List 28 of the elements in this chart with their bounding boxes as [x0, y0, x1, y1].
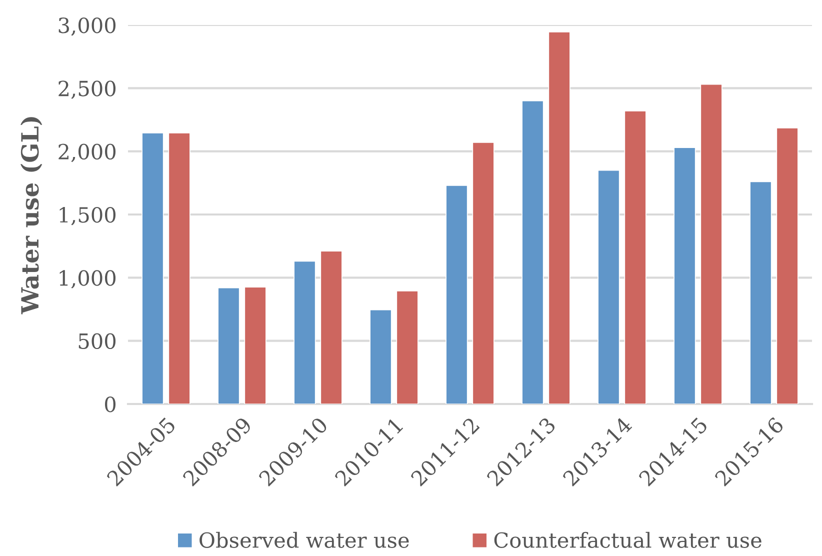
bar — [624, 110, 646, 404]
bar — [522, 100, 544, 404]
y-tick-label: 2,000 — [58, 144, 116, 162]
legend-label: Counterfactual water use — [494, 532, 762, 548]
bar — [320, 250, 342, 404]
y-tick-label: 500 — [78, 333, 116, 350]
bar — [244, 286, 266, 404]
bar — [294, 260, 316, 404]
bar — [598, 170, 620, 404]
bar — [776, 128, 798, 404]
legend-label: Observed water use — [200, 532, 409, 548]
bar — [750, 181, 772, 404]
y-tick-label: 1,500 — [60, 206, 116, 226]
y-tick-label: 1,000 — [60, 270, 116, 288]
y-axis-title: Water use (GL) — [20, 117, 42, 314]
bar — [218, 287, 240, 404]
y-tick-label: 2,500 — [58, 80, 116, 99]
bar — [168, 132, 190, 404]
y-tick-label: 0 — [105, 396, 116, 412]
bar — [396, 290, 418, 404]
bar — [700, 84, 722, 404]
bar — [674, 147, 696, 404]
bar — [142, 132, 164, 404]
y-tick-label: 3,000 — [58, 17, 116, 36]
bar — [548, 32, 570, 404]
bar — [446, 185, 468, 404]
bar — [472, 142, 494, 404]
bar — [370, 309, 392, 404]
